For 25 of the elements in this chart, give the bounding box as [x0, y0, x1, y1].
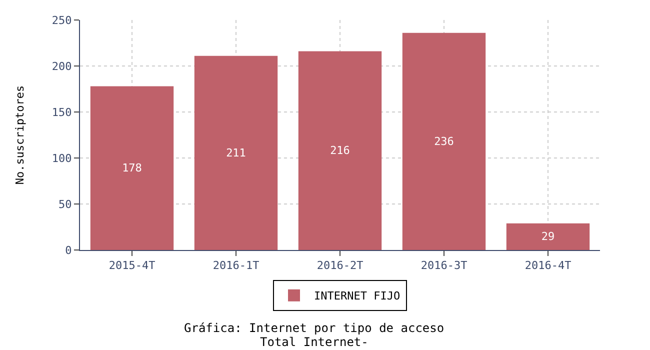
- data-label: 178: [122, 162, 142, 175]
- bar: [90, 86, 174, 250]
- x-tick-label: 2016-2T: [316, 259, 364, 272]
- data-label: 211: [226, 146, 246, 160]
- y-axis-title: No.suscriptores: [14, 85, 27, 185]
- y-tick-label: 250: [52, 14, 72, 27]
- text: Gráfica: Internet por tipo de acceso: [184, 321, 444, 335]
- data-label: 236: [434, 134, 454, 148]
- bar: [298, 51, 382, 250]
- x-tick-label: 2016-1T: [212, 259, 260, 272]
- x-tick-label: 2015-4T: [108, 259, 156, 272]
- data-label: 216: [330, 144, 350, 158]
- y-tick-label: 100: [52, 152, 72, 165]
- x-tick-label: 2016-4T: [524, 259, 572, 272]
- text: Total Internet-: [260, 335, 368, 349]
- y-tick-label: 50: [58, 198, 72, 211]
- bar: [402, 32, 486, 250]
- y-tick-label: 0: [65, 244, 72, 257]
- data-label: 29: [541, 230, 555, 244]
- y-tick-label: 200: [52, 60, 72, 73]
- y-tick-label: 150: [52, 106, 72, 119]
- bar: [506, 223, 590, 250]
- x-tick-label: 2016-3T: [420, 259, 468, 272]
- bar: [194, 56, 278, 250]
- legend-label: INTERNET FIJO: [314, 290, 400, 303]
